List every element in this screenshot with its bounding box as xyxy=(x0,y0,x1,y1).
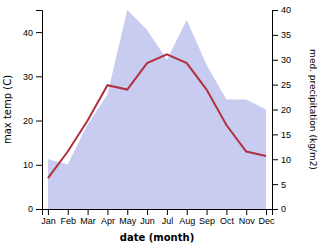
tick: 15 xyxy=(272,130,291,140)
tick-label: 35 xyxy=(281,30,291,40)
tick-label: Apr xyxy=(101,216,115,226)
tick-label: 20 xyxy=(281,105,291,115)
tick-mark xyxy=(272,85,278,86)
tick-mark xyxy=(107,209,108,215)
tick: 25 xyxy=(272,80,291,90)
tick-mark xyxy=(36,32,42,33)
tick-label: 40 xyxy=(23,27,33,37)
tick-label: 25 xyxy=(281,80,291,90)
tick-label: Aug xyxy=(179,216,195,226)
tick: Mar xyxy=(80,209,96,226)
tick: 20 xyxy=(272,105,291,115)
tick-label: Jan xyxy=(41,216,56,226)
y-axis-title: max temp (C) xyxy=(2,75,13,144)
tick-label: 5 xyxy=(281,180,286,190)
tick-label: Oct xyxy=(220,216,235,226)
x-axis-title: date (month) xyxy=(120,232,194,243)
tick: Apr xyxy=(101,209,115,226)
tick-mark xyxy=(36,121,42,122)
tick-label: Sep xyxy=(199,216,215,226)
tick-label: 0 xyxy=(281,204,286,214)
tick: 30 xyxy=(272,55,291,65)
tick-mark xyxy=(36,165,42,166)
tick: 40 xyxy=(23,27,42,37)
tick-label: May xyxy=(119,216,137,226)
tick: Dec xyxy=(259,209,276,226)
tick: 30 xyxy=(23,72,42,82)
tick: 0 xyxy=(272,204,286,214)
tick-label: 0 xyxy=(28,204,33,214)
axis-line xyxy=(43,210,273,216)
tick-label: Nov xyxy=(239,216,256,226)
tick-mark xyxy=(127,209,128,215)
tick-mark xyxy=(147,209,148,215)
tick: 10 xyxy=(23,160,42,170)
y-axis: 0 10 20 30 40 xyxy=(23,11,43,215)
tick: Jan xyxy=(41,209,56,226)
tick: Jun xyxy=(140,209,155,226)
axis-line xyxy=(273,11,279,210)
tick: 40 xyxy=(272,5,291,15)
tick-mark xyxy=(88,209,89,215)
tick: May xyxy=(119,209,137,226)
tick-mark xyxy=(272,184,278,185)
tick-label: 40 xyxy=(281,5,291,15)
temp-line xyxy=(48,54,266,178)
tick: Sep xyxy=(199,209,215,226)
tick-mark xyxy=(226,209,227,215)
tick-label: 30 xyxy=(281,55,291,65)
tick-mark xyxy=(272,159,278,160)
tick-mark xyxy=(272,60,278,61)
tick: 10 xyxy=(272,155,291,165)
tick-label: Jun xyxy=(140,216,155,226)
tick-label: Jul xyxy=(162,216,174,226)
tick: 0 xyxy=(28,204,42,214)
tick-label: 15 xyxy=(281,130,291,140)
tick-label: 10 xyxy=(23,160,33,170)
tick-mark xyxy=(187,209,188,215)
tick-label: Dec xyxy=(259,216,276,226)
tick: Nov xyxy=(239,209,256,226)
tick-label: Mar xyxy=(80,216,96,226)
tick-mark xyxy=(246,209,247,215)
tick-mark xyxy=(36,76,42,77)
tick-mark xyxy=(207,209,208,215)
chart: Jan FebMar Apr MayJun Jul Aug Sep Oct NovDec 0 10 2… xyxy=(0,0,318,247)
y2-axis-title: med. precipitation (kg/m2) xyxy=(308,49,318,170)
tick: Oct xyxy=(220,209,235,226)
plot-area: Jan FebMar Apr MayJun Jul Aug Sep Oct NovDec 0 10 2… xyxy=(23,5,291,226)
tick: Aug xyxy=(179,209,195,226)
tick-label: 30 xyxy=(23,72,33,82)
tick-mark xyxy=(272,35,278,36)
tick: 20 xyxy=(23,116,42,126)
precip-area xyxy=(48,10,266,209)
tick-mark xyxy=(36,209,42,210)
tick-mark xyxy=(48,209,49,215)
tick-mark xyxy=(272,134,278,135)
y2-axis: 0 5 10 15 20 25 30 35 40 xyxy=(272,5,291,214)
tick-mark xyxy=(266,209,267,215)
tick-label: Feb xyxy=(61,216,77,226)
marks xyxy=(48,10,266,209)
tick: 5 xyxy=(272,180,286,190)
tick: Jul xyxy=(162,209,174,226)
tick: Feb xyxy=(61,209,77,226)
tick: 35 xyxy=(272,30,291,40)
tick-mark xyxy=(272,10,278,11)
axis-line xyxy=(36,11,43,210)
tick-mark xyxy=(272,209,278,210)
tick-mark xyxy=(272,110,278,111)
tick-mark xyxy=(167,209,168,215)
tick-label: 10 xyxy=(281,155,291,165)
x-axis: Jan FebMar Apr MayJun Jul Aug Sep Oct NovDec xyxy=(41,209,275,226)
tick-mark xyxy=(68,209,69,215)
tick-label: 20 xyxy=(23,116,33,126)
